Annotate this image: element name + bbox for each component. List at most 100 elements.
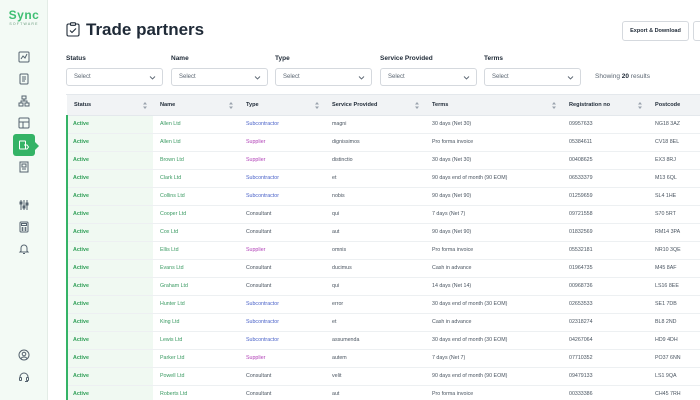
status-cell: Active xyxy=(66,205,153,224)
filter-select-terms[interactable]: Select xyxy=(484,68,581,86)
name-cell[interactable]: Allen Ltd xyxy=(153,115,239,134)
page-title: Trade partners xyxy=(86,20,205,39)
postcode-cell: EX3 8RJ xyxy=(648,151,700,170)
postcode-cell: LS16 8EE xyxy=(648,277,700,296)
status-cell: Active xyxy=(66,133,153,152)
terms-cell: Cash in advance xyxy=(425,259,562,278)
name-cell[interactable]: Brown Ltd xyxy=(153,151,239,170)
table-row[interactable]: Active Clark Ltd Subcontractor et 90 days en… xyxy=(66,169,700,188)
bell-icon[interactable] xyxy=(14,239,34,259)
column-header-name[interactable]: Name xyxy=(153,95,239,116)
registration-cell: 04267064 xyxy=(562,331,648,350)
user-icon[interactable] xyxy=(14,345,34,365)
status-cell: Active xyxy=(66,385,153,400)
sliders-icon[interactable] xyxy=(14,195,34,215)
column-label: Status xyxy=(74,101,92,108)
table-row[interactable]: Active Parker Ltd Supplier autem 7 days (Net… xyxy=(66,349,700,368)
registration-cell: 07710352 xyxy=(562,349,648,368)
service-cell: nobis xyxy=(325,187,425,206)
postcode-cell: CV18 8EL xyxy=(648,133,700,152)
column-header-postcode[interactable]: Postcode xyxy=(648,95,700,116)
service-cell: aut xyxy=(325,385,425,400)
table-row[interactable]: Active Graham Ltd Consultant qui 14 days (Ne… xyxy=(66,277,700,296)
column-header-service[interactable]: Service Provided xyxy=(325,95,425,116)
column-header-registration[interactable]: Registration no xyxy=(562,95,648,116)
table-row[interactable]: Active Evans Ltd Consultant ducimus Cash in … xyxy=(66,259,700,278)
name-cell[interactable]: Roberts Ltd xyxy=(153,385,239,400)
registration-cell: 02318274 xyxy=(562,313,648,332)
column-header-type[interactable]: Type xyxy=(239,95,325,116)
more-button[interactable] xyxy=(693,21,700,41)
name-cell[interactable]: Allen Ltd xyxy=(153,133,239,152)
terms-cell: Cash in advance xyxy=(425,313,562,332)
export-download-button[interactable]: Export & Download xyxy=(622,21,689,41)
filter-select-name[interactable]: Select xyxy=(171,68,268,86)
table-row[interactable]: Active King Ltd Subcontractor et Cash in adv… xyxy=(66,313,700,332)
type-cell: Subcontractor xyxy=(239,331,325,350)
table-row[interactable]: Active Allen Ltd Subcontractor magni 30 days… xyxy=(66,115,700,134)
chevron-down-icon xyxy=(463,76,470,80)
name-cell[interactable]: Powell Ltd xyxy=(153,367,239,386)
postcode-cell: PO37 6NN xyxy=(648,349,700,368)
table-row[interactable]: Active Powell Ltd Consultant velit 90 days e… xyxy=(66,367,700,386)
calculator-icon[interactable] xyxy=(14,217,34,237)
status-cell: Active xyxy=(66,331,153,350)
service-cell: dignissimos xyxy=(325,133,425,152)
name-cell[interactable]: Ellis Ltd xyxy=(153,241,239,260)
table-row[interactable]: Active Lewis Ltd Subcontractor assumenda 30 … xyxy=(66,331,700,350)
service-cell: velit xyxy=(325,367,425,386)
filter-select-service[interactable]: Select xyxy=(380,68,477,86)
status-cell: Active xyxy=(66,313,153,332)
results-count: Showing 20 results xyxy=(595,73,650,80)
name-cell[interactable]: Cox Ltd xyxy=(153,223,239,242)
terms-cell: 90 days (Net 90) xyxy=(425,223,562,242)
logo[interactable]: Sync SOFTWARE xyxy=(6,9,42,27)
column-header-status[interactable]: Status xyxy=(67,95,153,116)
table-row[interactable]: Active Cooper Ltd Consultant qui 7 days (Net… xyxy=(66,205,700,224)
document-icon[interactable] xyxy=(14,69,34,89)
building-icon[interactable] xyxy=(14,157,34,177)
status-cell: Active xyxy=(66,349,153,368)
name-cell[interactable]: Parker Ltd xyxy=(153,349,239,368)
headset-icon[interactable] xyxy=(14,367,34,387)
registration-cell: 06533379 xyxy=(562,169,648,188)
status-cell: Active xyxy=(66,295,153,314)
column-label: Name xyxy=(160,101,176,108)
status-cell: Active xyxy=(66,187,153,206)
name-cell[interactable]: Evans Ltd xyxy=(153,259,239,278)
postcode-cell: NR10 3QE xyxy=(648,241,700,260)
registration-cell: 00333386 xyxy=(562,385,648,400)
table-row[interactable]: Active Brown Ltd Supplier distinctio 30 days… xyxy=(66,151,700,170)
terms-cell: 30 days end of month (30 EOM) xyxy=(425,295,562,314)
network-icon[interactable] xyxy=(14,91,34,111)
table-row[interactable]: Active Roberts Ltd Consultant aut Pro forma … xyxy=(66,385,700,400)
registration-cell: 09957633 xyxy=(562,115,648,134)
table-row[interactable]: Active Hunter Ltd Subcontractor error 30 day… xyxy=(66,295,700,314)
name-cell[interactable]: Hunter Ltd xyxy=(153,295,239,314)
column-header-terms[interactable]: Terms xyxy=(425,95,562,116)
chart-icon[interactable] xyxy=(14,47,34,67)
filter-select-type[interactable]: Select xyxy=(275,68,372,86)
table-row[interactable]: Active Cox Ltd Consultant aut 90 days (Net 9… xyxy=(66,223,700,242)
sort-icon xyxy=(143,102,147,109)
name-cell[interactable]: Graham Ltd xyxy=(153,277,239,296)
table-row[interactable]: Active Allen Ltd Supplier dignissimos Pro fo… xyxy=(66,133,700,152)
name-cell[interactable]: Cooper Ltd xyxy=(153,205,239,224)
name-cell[interactable]: Collins Ltd xyxy=(153,187,239,206)
layout-icon[interactable] xyxy=(14,113,34,133)
results-number: 20 xyxy=(621,73,629,80)
name-cell[interactable]: King Ltd xyxy=(153,313,239,332)
type-cell: Consultant xyxy=(239,385,325,400)
registration-cell: 01259659 xyxy=(562,187,648,206)
handshake-icon[interactable] xyxy=(13,134,35,156)
table-row[interactable]: Active Collins Ltd Subcontractor nobis 90 da… xyxy=(66,187,700,206)
name-cell[interactable]: Lewis Ltd xyxy=(153,331,239,350)
select-placeholder: Select xyxy=(492,74,509,80)
filter-select-status[interactable]: Select xyxy=(66,68,163,86)
type-cell: Consultant xyxy=(239,259,325,278)
sort-icon xyxy=(229,102,233,109)
table-row[interactable]: Active Ellis Ltd Supplier omnis Pro forma in… xyxy=(66,241,700,260)
column-label: Postcode xyxy=(655,101,681,108)
name-cell[interactable]: Clark Ltd xyxy=(153,169,239,188)
terms-cell: 7 days (Net 7) xyxy=(425,205,562,224)
